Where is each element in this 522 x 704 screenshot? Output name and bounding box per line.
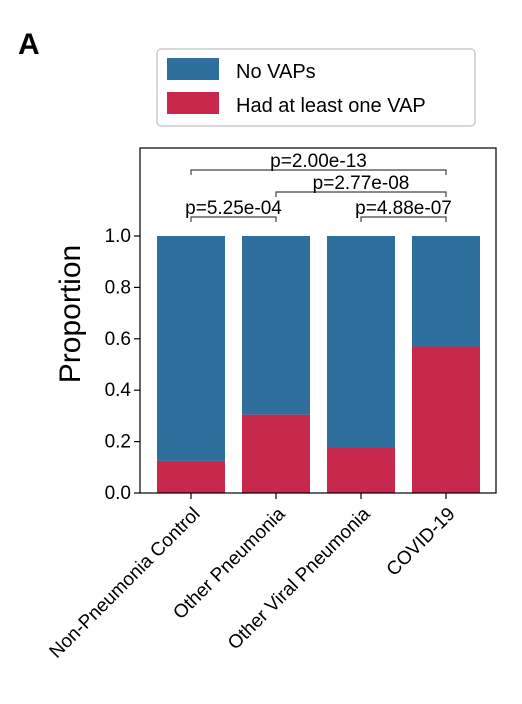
y-axis: 0.0 0.2 0.4 0.6 0.8 1.0 — [105, 226, 140, 504]
y-tick-label: 0.8 — [105, 277, 131, 298]
legend-label-had-vap: Had at least one VAP — [236, 95, 426, 117]
bars-group — [157, 236, 480, 493]
y-tick-label: 0.6 — [105, 329, 131, 350]
bar-had-vap-3 — [412, 346, 480, 493]
bar-no-vaps-2 — [327, 236, 395, 449]
bar-no-vaps-1 — [242, 236, 310, 415]
p-value-label: p=2.77e-08 — [313, 173, 410, 194]
legend-label-no-vaps: No VAPs — [236, 61, 316, 83]
significance-bracket — [190, 169, 447, 175]
legend-swatch-no-vaps — [167, 58, 219, 80]
significance-bracket — [190, 216, 277, 222]
bar-had-vap-2 — [327, 448, 395, 493]
panel-label: A — [18, 28, 40, 61]
bar-no-vaps-3 — [412, 236, 480, 347]
bar-no-vaps-0 — [157, 236, 225, 461]
significance-bracket — [275, 191, 447, 197]
y-tick-label: 1.0 — [105, 226, 131, 247]
y-tick-label: 0.4 — [105, 380, 132, 401]
x-tick-label: COVID-19 — [383, 504, 460, 581]
legend: No VAPs Had at least one VAP — [156, 48, 476, 127]
bar-had-vap-1 — [242, 414, 310, 493]
p-value-label: p=2.00e-13 — [270, 151, 367, 172]
legend-box — [156, 48, 476, 127]
significance-brackets: p=5.25e-04 p=4.88e-07 p=2.77e-08p=2.00e-13 — [185, 151, 452, 222]
p-value-label: p=4.88e-07 — [355, 198, 452, 219]
bar-had-vap-0 — [157, 460, 225, 493]
plot-frame — [139, 147, 497, 494]
x-tick-label: Other Viral Pneumonia — [224, 503, 375, 654]
p-value-label: p=5.25e-04 — [185, 198, 282, 219]
y-axis-label: Proportion — [54, 245, 87, 383]
legend-swatch-had-vap — [167, 92, 219, 114]
y-tick-label: 0.2 — [105, 432, 131, 453]
significance-bracket — [360, 216, 447, 222]
x-tick-label: Non-Pneumonia Control — [46, 504, 205, 663]
y-tick-label: 0.0 — [105, 483, 131, 504]
